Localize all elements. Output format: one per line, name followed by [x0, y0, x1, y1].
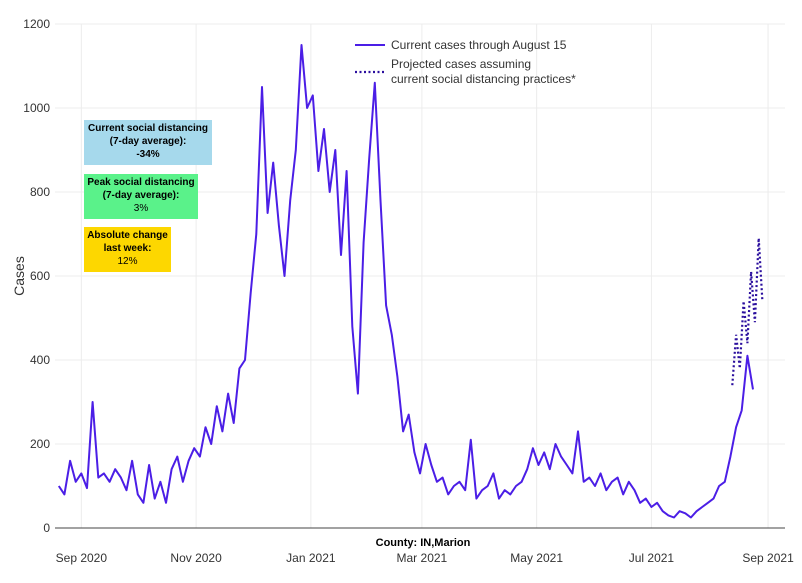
- y-tick-label: 1000: [23, 101, 50, 115]
- x-tick-labels: Sep 2020 Nov 2020 Jan 2021 Mar 2021 May 2021…: [56, 551, 794, 565]
- series-current-cases: [57, 44, 754, 519]
- current-social-distancing-box: Current social distancing (7-day average…: [84, 120, 212, 165]
- y-tick-label: 200: [30, 437, 50, 451]
- legend: Current cases through August 15 Projecte…: [355, 38, 576, 86]
- x-tick-label: Mar 2021: [397, 551, 448, 565]
- y-tick-label: 0: [43, 521, 50, 535]
- legend-current-label: Current cases through August 15: [391, 38, 567, 52]
- current-sd-title-1: Current social distancing: [87, 123, 209, 134]
- legend-projected-label-line2: current social distancing practices*: [391, 72, 576, 86]
- legend-projected-label-line1: Projected cases assuming: [391, 57, 531, 71]
- county-annotation: County: IN,Marion: [376, 537, 471, 549]
- y-tick-label: 600: [30, 269, 50, 283]
- x-tick-label: May 2021: [510, 551, 563, 565]
- peak-sd-title-1: Peak social distancing: [87, 177, 195, 188]
- x-tick-label: Nov 2020: [170, 551, 222, 565]
- peak-social-distancing-box: Peak social distancing (7-day average): …: [84, 174, 198, 219]
- absolute-change-box: Absolute change last week: 12%: [84, 227, 171, 272]
- grid: [55, 23, 785, 528]
- x-tick-label: Jul 2021: [629, 551, 675, 565]
- abs-change-title-2: last week:: [103, 243, 152, 254]
- y-tick-label: 800: [30, 185, 50, 199]
- y-tick-label: 1200: [23, 17, 50, 31]
- current-sd-value: -34%: [136, 149, 160, 160]
- y-tick-label: 400: [30, 353, 50, 367]
- series-projected-cases: [731, 238, 764, 386]
- peak-sd-title-2: (7-day average):: [102, 190, 180, 201]
- y-axis-label: Cases: [11, 256, 27, 296]
- x-tick-label: Sep 2021: [742, 551, 794, 565]
- x-tick-label: Jan 2021: [286, 551, 336, 565]
- x-tick-label: Sep 2020: [56, 551, 108, 565]
- peak-sd-value: 3%: [133, 203, 149, 214]
- abs-change-value: 12%: [117, 256, 138, 267]
- abs-change-title-1: Absolute change: [87, 230, 168, 241]
- current-sd-title-2: (7-day average):: [109, 136, 187, 147]
- y-tick-labels: 0 200 400 600 800 1000 1200: [23, 17, 50, 535]
